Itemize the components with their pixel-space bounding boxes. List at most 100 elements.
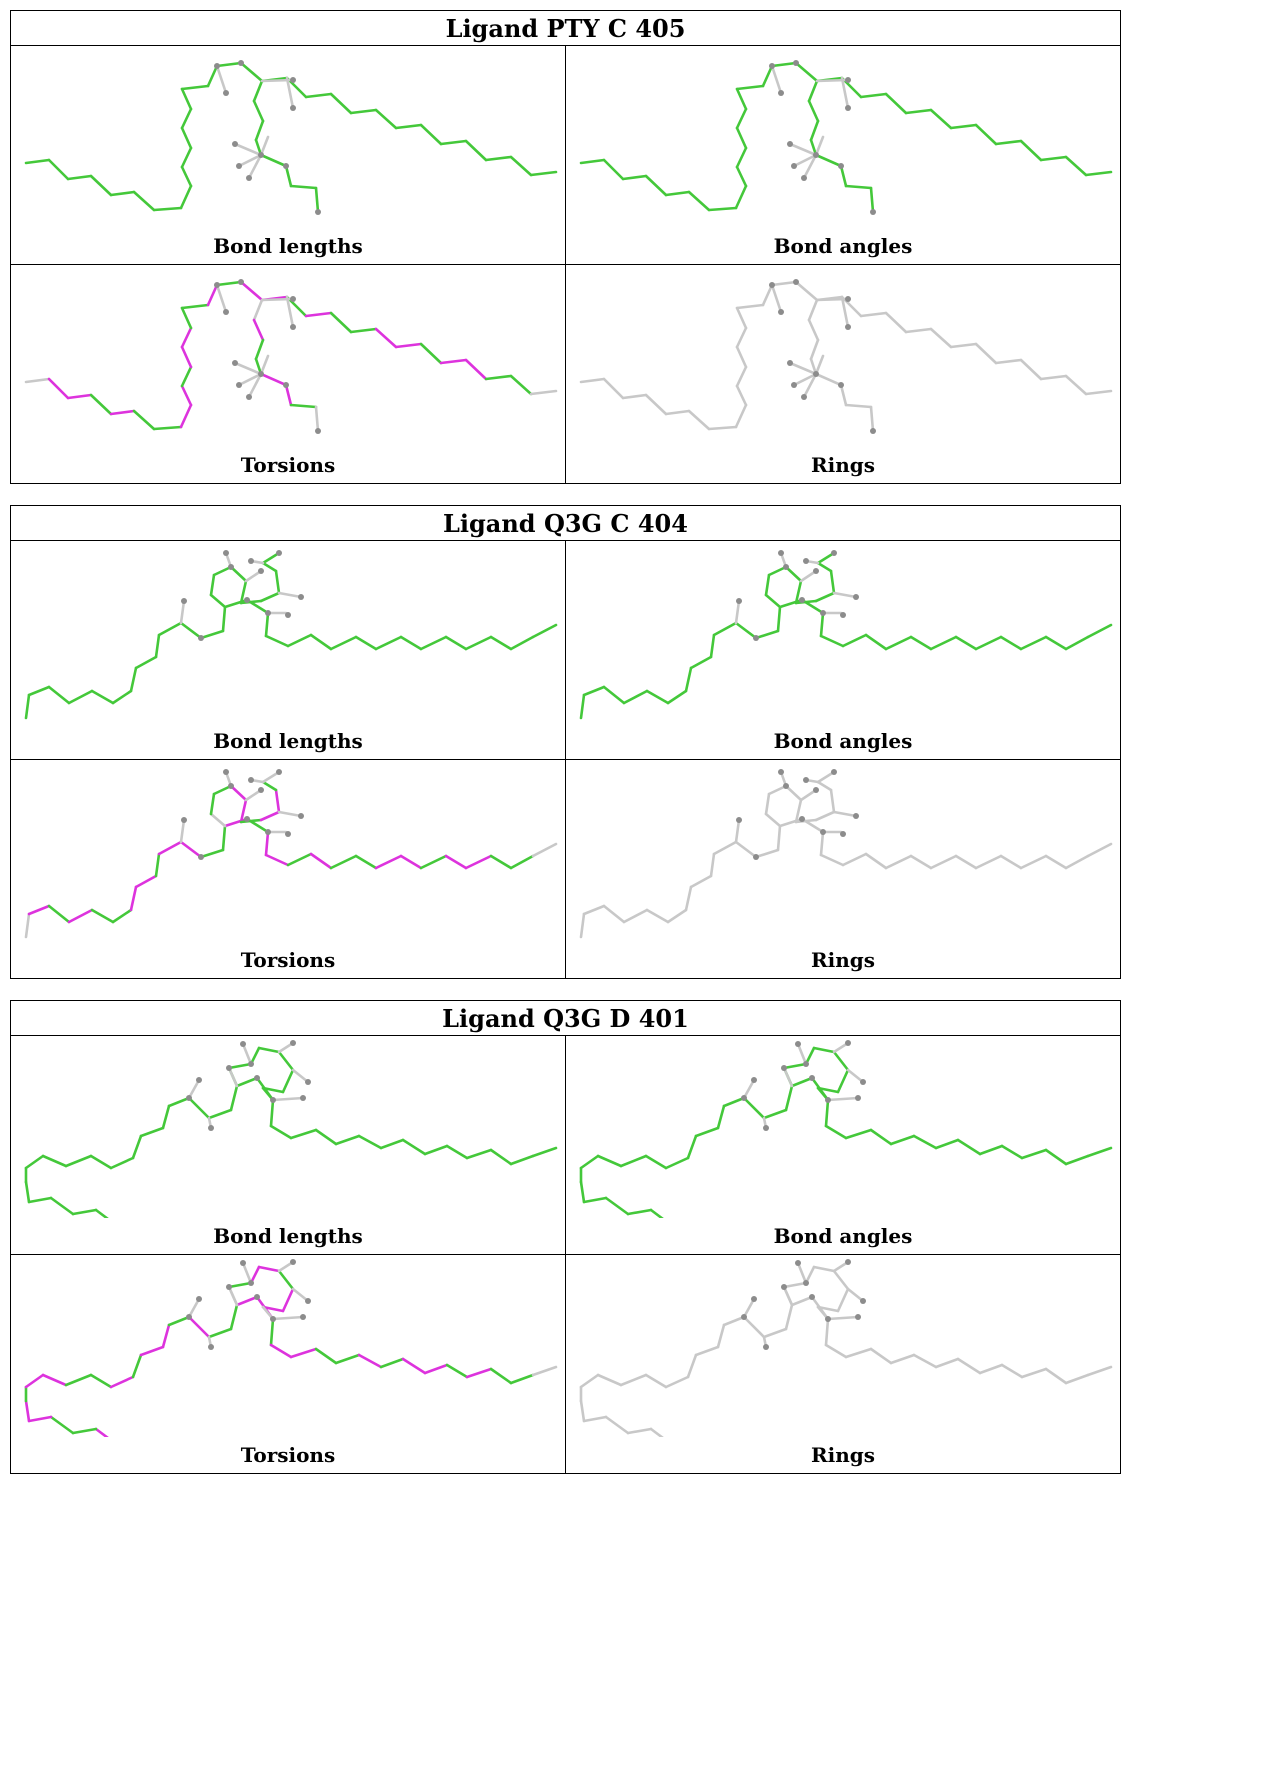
bond-segment (132, 409, 156, 431)
bond-segment (734, 621, 758, 640)
atom-marker (769, 63, 775, 69)
bond-segment (621, 393, 648, 400)
bond-segment (807, 79, 819, 103)
ligand-drawing (579, 279, 1113, 434)
bond-segment (269, 1317, 275, 1347)
bond-segment (626, 1208, 653, 1216)
atom-marker (290, 324, 296, 330)
bond-segment (314, 1128, 338, 1146)
bond-segment (223, 817, 249, 828)
bond-segment (187, 1096, 211, 1120)
bond-segment (839, 164, 848, 188)
bond-segment (349, 327, 378, 334)
bond-segment (259, 354, 270, 376)
atom-marker (244, 597, 250, 603)
ligand-drawing (24, 769, 558, 939)
bond-segment (735, 107, 748, 130)
bond-segment (802, 153, 818, 180)
bond-segment (89, 1154, 113, 1170)
bond-segment (716, 1104, 726, 1130)
bond-segment (247, 372, 263, 399)
bond-segment (285, 295, 295, 329)
bond-segment (784, 784, 803, 802)
atom-marker (290, 1259, 296, 1265)
ligand-drawing (24, 279, 558, 434)
atom-marker (258, 568, 264, 574)
bond-segment (1084, 170, 1113, 177)
atom-marker (845, 105, 851, 111)
atom-marker (813, 371, 819, 377)
bond-segment (269, 1343, 293, 1359)
atom-marker (244, 816, 250, 822)
bond-segment (529, 170, 558, 177)
bond-segment (622, 689, 649, 705)
bond-segment (227, 1285, 239, 1307)
atom-marker (801, 394, 807, 400)
bond-segment (284, 383, 293, 407)
bond-segment (71, 1208, 98, 1216)
bond-segment (666, 908, 688, 924)
bond-segment (687, 190, 711, 212)
bond-segment (764, 593, 782, 609)
panel-rings: Rings (565, 264, 1121, 484)
bond-segment (239, 579, 248, 605)
bond-segment (237, 153, 263, 168)
bond-segment (735, 84, 765, 91)
bond-segment (841, 852, 868, 867)
atom-marker (290, 1040, 296, 1046)
bond-segment (229, 784, 248, 802)
bond-segment (999, 854, 1023, 870)
bond-segment (788, 142, 818, 157)
bond-segment (912, 1353, 938, 1369)
bond-segment (419, 123, 443, 146)
bond-segment (694, 1345, 720, 1357)
bond-segment (235, 1295, 259, 1307)
bond-segment (180, 384, 193, 407)
bond-segment (645, 908, 670, 924)
bond-segment (1019, 139, 1043, 162)
bond-segment (1086, 842, 1113, 858)
bond-segment (180, 345, 193, 369)
bond-segment (649, 1427, 664, 1437)
bond-segment (304, 311, 333, 318)
bond-segment (334, 1353, 361, 1365)
atom-marker (809, 1294, 815, 1300)
bond-segment (1064, 854, 1090, 870)
bond-segment (444, 854, 468, 870)
bond-segment (394, 342, 423, 349)
bond-segment (314, 1347, 338, 1365)
bond-segment (329, 311, 353, 334)
bond-segment (239, 280, 264, 302)
ligand-drawing (579, 550, 1113, 720)
bond-segment (712, 621, 738, 637)
bond-segment (274, 569, 281, 595)
bond-segment (277, 591, 303, 599)
ligand-drawing (579, 769, 1113, 939)
bond-segment (157, 840, 183, 856)
atom-marker (240, 1260, 246, 1266)
bond-segment (374, 327, 398, 349)
atom-marker (799, 816, 805, 822)
bond-segment (239, 599, 263, 605)
bond-segment (187, 1078, 201, 1100)
atom-marker (305, 1298, 311, 1304)
bond-segment (824, 1124, 848, 1140)
bond-segment (531, 842, 558, 858)
bond-segment (579, 158, 606, 165)
bond-segment (89, 174, 113, 197)
bond-segment (686, 1134, 698, 1160)
bond-segment (579, 1399, 586, 1423)
bond-segment (289, 1128, 318, 1140)
bond-segment (284, 164, 293, 188)
atom-marker (778, 309, 784, 315)
bond-segment (844, 1347, 873, 1359)
bond-segment (742, 1096, 766, 1120)
bond-segment (579, 1154, 600, 1170)
atom-marker (228, 564, 234, 570)
bond-segment (187, 1315, 211, 1339)
bond-segment (644, 1154, 668, 1170)
bond-segment (709, 852, 716, 878)
panel-rings: Rings (565, 759, 1121, 979)
bond-segment (64, 1373, 93, 1387)
bond-segment (1019, 358, 1043, 381)
